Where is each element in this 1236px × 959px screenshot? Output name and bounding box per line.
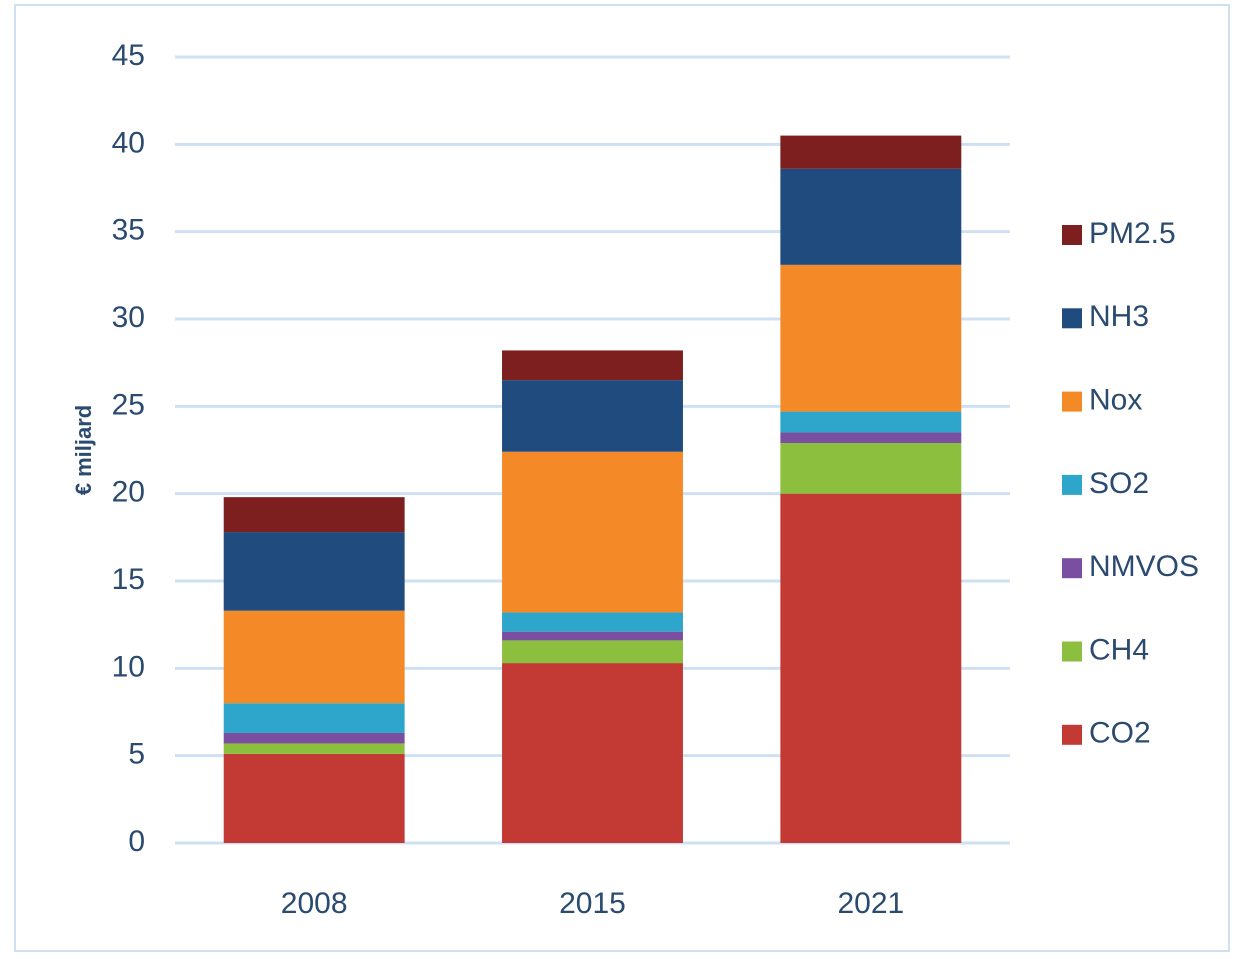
bar-segment: [502, 640, 683, 664]
chart-border: [14, 4, 1230, 952]
x-tick-label: 2015: [559, 887, 626, 920]
bar-segment: [502, 663, 683, 843]
x-tick-label: 2008: [281, 887, 348, 920]
bar-segment: [780, 411, 962, 433]
legend-label: CO2: [1089, 717, 1151, 750]
bar-segment: [223, 532, 405, 611]
y-tick-label: 45: [112, 39, 145, 72]
legend-swatch: [1062, 308, 1082, 329]
bar-segment: [780, 264, 962, 412]
x-tick-label: 2021: [837, 887, 904, 920]
legend-label: PM2.5: [1089, 217, 1176, 250]
legend-label: CH4: [1089, 633, 1149, 666]
bar-segment: [223, 703, 405, 733]
y-tick-label: 20: [112, 476, 145, 509]
legend-label: NMVOS: [1089, 550, 1199, 583]
bar-segment: [780, 493, 962, 843]
y-tick-label: 25: [112, 388, 145, 421]
bar-segment: [223, 732, 405, 744]
y-tick-label: 10: [112, 650, 145, 683]
bar-segment: [780, 168, 962, 265]
bar-segment: [502, 380, 683, 452]
y-tick-label: 40: [112, 126, 145, 159]
bar-segment: [780, 135, 962, 169]
y-tick-label: 35: [112, 214, 145, 247]
legend-swatch: [1062, 391, 1082, 412]
legend-swatch: [1062, 641, 1082, 662]
bar-segment: [502, 451, 683, 613]
y-tick-label: 5: [128, 738, 145, 771]
y-tick-label: 30: [112, 301, 145, 334]
bar-segment: [502, 631, 683, 641]
legend-label: NH3: [1089, 300, 1149, 333]
bar-segment: [502, 612, 683, 632]
bar-segment: [223, 743, 405, 754]
bar-segment: [223, 753, 405, 843]
bar-segment: [223, 497, 405, 533]
legend-swatch: [1062, 225, 1082, 245]
y-tick-label: 0: [128, 825, 145, 858]
y-axis-label: € miljard: [71, 405, 96, 495]
legend-swatch: [1062, 724, 1082, 745]
bar-segment: [223, 610, 405, 704]
bar-segment: [780, 432, 962, 444]
y-tick-label: 15: [112, 563, 145, 596]
bar-segment: [502, 350, 683, 381]
legend-label: SO2: [1089, 467, 1149, 500]
bar-segment: [780, 443, 962, 494]
legend-swatch: [1062, 558, 1082, 579]
legend-swatch: [1062, 474, 1082, 495]
legend-label: Nox: [1089, 384, 1142, 417]
